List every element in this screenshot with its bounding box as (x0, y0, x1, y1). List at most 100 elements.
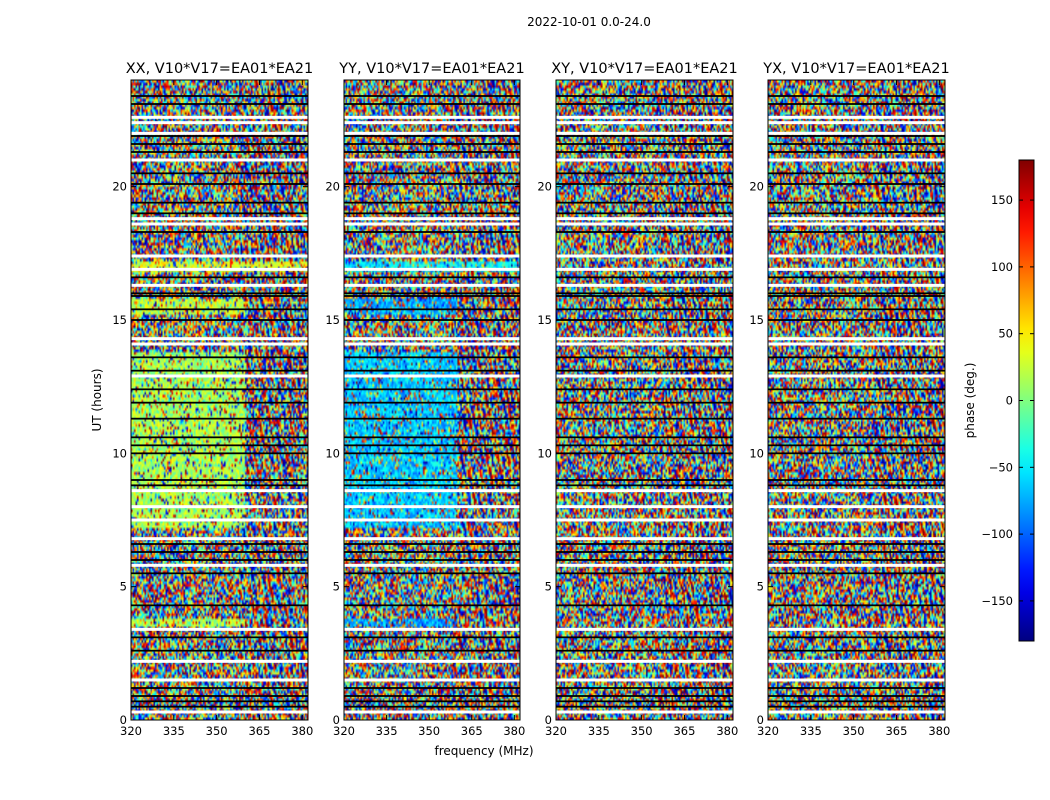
flagged-row (768, 705, 945, 708)
flagged-row (768, 374, 945, 378)
flagged-row (768, 687, 945, 689)
flagged-row (768, 479, 945, 481)
flagged-row (556, 276, 733, 279)
flagged-row (344, 484, 520, 487)
x-tick-label: 350 (418, 724, 440, 738)
flagged-row (556, 700, 733, 703)
y-tick-label: 0 (120, 713, 127, 727)
y-tick-label: 15 (112, 313, 127, 327)
flagged-row (344, 95, 520, 97)
x-tick-label: 380 (503, 724, 525, 738)
flagged-row (344, 537, 520, 541)
flagged-row (768, 543, 945, 545)
colorbar-tick-label: 100 (991, 260, 1013, 274)
flagged-row (131, 705, 308, 708)
flagged-row (344, 678, 520, 682)
flagged-row (556, 158, 733, 162)
flagged-row (131, 563, 308, 567)
flagged-row (556, 217, 733, 221)
flagged-row (556, 436, 733, 439)
flagged-row (556, 710, 733, 714)
phase-heatmap (556, 80, 733, 720)
flagged-row (344, 212, 520, 215)
flagged-row (556, 452, 733, 455)
flagged-row (768, 659, 945, 663)
flagged-row (556, 401, 733, 404)
flagged-row (344, 627, 520, 631)
flagged-row (131, 337, 308, 341)
flagged-row (768, 518, 945, 522)
flagged-row (131, 401, 308, 404)
flagged-row (768, 342, 945, 346)
flagged-row (768, 388, 945, 391)
panel-frame (130, 79, 309, 721)
flagged-row (768, 231, 945, 233)
flagged-row (768, 143, 945, 145)
x-tick-label: 365 (673, 724, 695, 738)
figure-suptitle: 2022-10-01 0.0-24.0 (527, 15, 651, 29)
flagged-row (344, 572, 520, 575)
flagged-row (344, 254, 520, 258)
flagged-row (768, 103, 945, 105)
flagged-row (768, 436, 945, 439)
flagged-row (556, 95, 733, 97)
flagged-row (768, 151, 945, 153)
flagged-row (768, 308, 945, 311)
flagged-row (768, 212, 945, 215)
x-tick-label: 350 (206, 724, 228, 738)
flagged-row (344, 417, 520, 420)
flagged-row (556, 572, 733, 575)
y-tick-label: 0 (333, 713, 340, 727)
panel-1: XX, V10*V17=EA01*EA21 0 5 10 15 20 320 335 350 36… (112, 61, 313, 738)
flagged-row (344, 444, 520, 447)
flagged-row (131, 319, 308, 321)
flagged-row (131, 356, 308, 359)
x-tick-label: 380 (291, 724, 313, 738)
flagged-row (131, 687, 308, 689)
x-tick-label: 380 (928, 724, 950, 738)
colorbar-tick-label: −150 (981, 594, 1013, 608)
flagged-row (344, 369, 520, 372)
y-tick-label: 5 (120, 580, 127, 594)
flagged-row (344, 283, 520, 287)
flagged-row (556, 254, 733, 258)
panel-title: YX, V10*V17=EA01*EA21 (762, 61, 949, 77)
x-tick-label: 350 (631, 724, 653, 738)
flagged-row (344, 356, 520, 359)
flagged-row (344, 267, 520, 271)
flagged-row (556, 143, 733, 145)
colorbar-label: phase (deg.) (963, 363, 977, 439)
flagged-row (131, 479, 308, 481)
panel-frame (555, 79, 734, 721)
flagged-row (344, 115, 520, 119)
flagged-row (131, 217, 308, 221)
flagged-row (344, 489, 520, 493)
x-tick-label: 335 (376, 724, 398, 738)
flagged-row (131, 308, 308, 311)
flagged-row (344, 695, 520, 697)
flagged-row (344, 518, 520, 522)
panel-title: XY, V10*V17=EA01*EA21 (551, 61, 737, 77)
flagged-row (768, 649, 945, 652)
colorbar-tick-label: −100 (981, 527, 1013, 541)
flagged-row (344, 151, 520, 153)
flagged-row (344, 172, 520, 175)
flagged-row (131, 115, 308, 119)
flagged-row (131, 649, 308, 652)
flagged-row (131, 283, 308, 287)
y-tick-label: 0 (545, 713, 552, 727)
flagged-row (768, 295, 945, 297)
flagged-row (344, 604, 520, 607)
flagged-row (131, 636, 308, 639)
flagged-row (556, 131, 733, 135)
flagged-row (556, 295, 733, 297)
flagged-row (344, 649, 520, 652)
flagged-row (131, 417, 308, 420)
flagged-row (344, 319, 520, 321)
flagged-row (131, 537, 308, 541)
colorbar-tick-label: 150 (991, 193, 1013, 207)
flagged-row (131, 369, 308, 372)
flagged-row (556, 559, 733, 561)
flagged-row (344, 687, 520, 689)
